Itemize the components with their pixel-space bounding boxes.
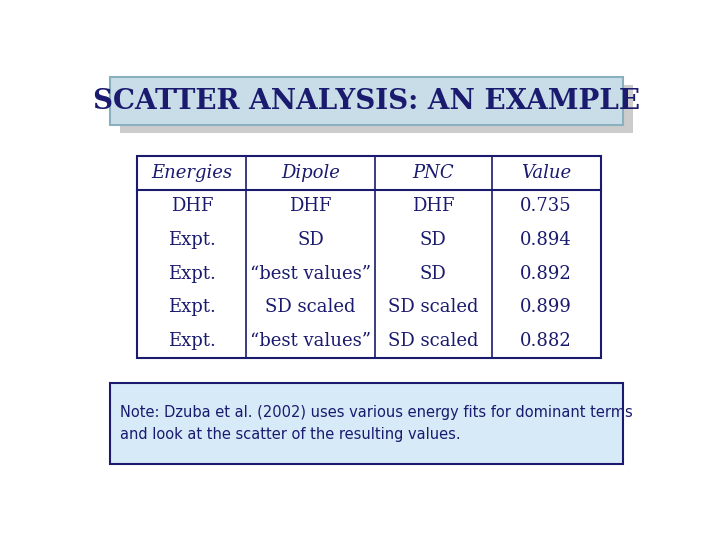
Text: “best values”: “best values”: [250, 265, 371, 283]
Text: SD scaled: SD scaled: [388, 299, 478, 316]
Text: SCATTER ANALYSIS: AN EXAMPLE: SCATTER ANALYSIS: AN EXAMPLE: [93, 87, 639, 114]
Text: DHF: DHF: [171, 198, 213, 215]
Text: 0.882: 0.882: [521, 332, 572, 350]
Text: Expt.: Expt.: [168, 231, 216, 249]
Text: Note: Dzuba et al. (2002) uses various energy fits for dominant terms
and look a: Note: Dzuba et al. (2002) uses various e…: [120, 405, 632, 442]
Text: 0.735: 0.735: [521, 198, 572, 215]
FancyBboxPatch shape: [120, 85, 633, 133]
Text: SD: SD: [420, 231, 446, 249]
FancyBboxPatch shape: [109, 77, 623, 125]
Text: Expt.: Expt.: [168, 332, 216, 350]
Text: SD: SD: [420, 265, 446, 283]
Text: 0.899: 0.899: [521, 299, 572, 316]
Text: SD: SD: [297, 231, 324, 249]
Text: Expt.: Expt.: [168, 299, 216, 316]
Text: Energies: Energies: [151, 164, 233, 182]
Text: Dipole: Dipole: [281, 164, 340, 182]
Text: SD scaled: SD scaled: [265, 299, 356, 316]
Text: 0.892: 0.892: [521, 265, 572, 283]
Text: Expt.: Expt.: [168, 265, 216, 283]
Text: “best values”: “best values”: [250, 332, 371, 350]
Text: DHF: DHF: [289, 198, 332, 215]
Text: DHF: DHF: [412, 198, 454, 215]
Bar: [109, 383, 623, 464]
Text: Value: Value: [521, 164, 571, 182]
Text: SD scaled: SD scaled: [388, 332, 478, 350]
Text: PNC: PNC: [413, 164, 454, 182]
Text: 0.894: 0.894: [521, 231, 572, 249]
Bar: [138, 156, 600, 358]
